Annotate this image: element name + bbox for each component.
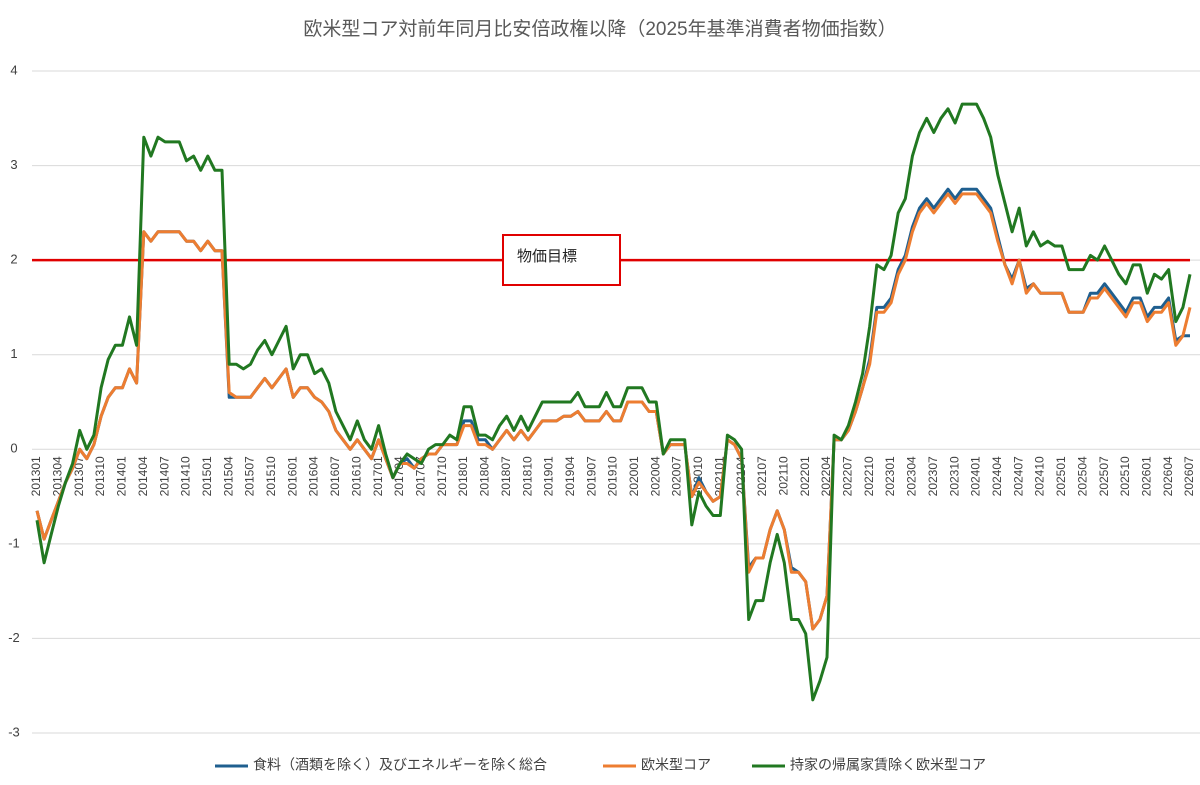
- x-tick-label: 201910: [606, 456, 620, 496]
- x-tick-label: 202510: [1118, 456, 1132, 496]
- x-tick-label: 201801: [456, 456, 470, 496]
- x-tick-label: 202304: [905, 456, 919, 496]
- x-tick-label: 202607: [1182, 456, 1196, 496]
- x-tick-label: 202001: [627, 456, 641, 496]
- x-tick-label: 202410: [1033, 456, 1047, 496]
- x-tick-label: 201710: [435, 456, 449, 496]
- x-tick-label: 201810: [520, 456, 534, 496]
- x-tick-label: 202201: [798, 456, 812, 496]
- x-tick-label: 202310: [947, 456, 961, 496]
- y-tick-label: 3: [10, 157, 17, 172]
- y-tick-label: 0: [10, 441, 17, 456]
- x-tick-label: 201604: [307, 456, 321, 496]
- x-tick-label: 201610: [349, 456, 363, 496]
- series-line: [35, 192, 1192, 631]
- x-tick-label: 202004: [648, 456, 662, 496]
- x-tick-label: 201904: [563, 456, 577, 496]
- y-tick-label: 4: [10, 62, 17, 77]
- legend-label: 持家の帰属家賃除く欧米型コア: [790, 757, 986, 773]
- x-tick-label: 201410: [179, 456, 193, 496]
- x-tick-label: 201304: [51, 456, 65, 496]
- x-tick-label: 201401: [115, 456, 129, 496]
- x-tick-label: 201407: [157, 456, 171, 496]
- y-tick-label: -1: [8, 535, 20, 550]
- x-tick-label: 201501: [200, 456, 214, 496]
- series-line: [35, 102, 1192, 702]
- x-tick-label: 201907: [584, 456, 598, 496]
- x-tick-label: 202107: [755, 456, 769, 496]
- x-tick-label: 202210: [862, 456, 876, 496]
- x-tick-label: 201901: [542, 456, 556, 496]
- chart-title: 欧米型コア対前年同月比安倍政権以降（2025年基準消費者物価指数）: [303, 18, 896, 40]
- x-tick-label: 201601: [285, 456, 299, 496]
- x-tick-label: 201510: [264, 456, 278, 496]
- x-tick-label: 202404: [990, 456, 1004, 496]
- target-box: [502, 234, 621, 286]
- x-tick-label: 202007: [670, 456, 684, 496]
- x-tick-label: 202110: [776, 456, 790, 495]
- x-tick-label: 201507: [243, 456, 257, 496]
- x-tick-label: 202504: [1075, 456, 1089, 496]
- legend-label: 食料（酒類を除く）及びエネルギーを除く総合: [253, 757, 547, 773]
- x-tick-label: 201310: [93, 456, 107, 496]
- x-tick-label: 201807: [499, 456, 513, 496]
- x-tick-label: 201504: [221, 456, 235, 496]
- x-tick-label: 201307: [72, 456, 86, 496]
- x-tick-label: 202604: [1161, 456, 1175, 496]
- y-tick-label: 1: [10, 346, 17, 361]
- x-tick-label: 201607: [328, 456, 342, 496]
- x-tick-label: 202204: [819, 456, 833, 496]
- x-tick-label: 202301: [883, 456, 897, 496]
- y-tick-label: -2: [8, 630, 20, 645]
- x-tick-label: 201704: [392, 456, 406, 496]
- x-tick-label: 202401: [969, 456, 983, 496]
- x-tick-label: 202307: [926, 456, 940, 496]
- x-tick-label: 201701: [371, 456, 385, 496]
- legend-label: 欧米型コア: [641, 757, 711, 773]
- x-tick-label: 201804: [478, 456, 492, 496]
- y-tick-label: 2: [10, 252, 17, 267]
- x-tick-label: 202501: [1054, 456, 1068, 496]
- x-tick-label: 202601: [1139, 456, 1153, 496]
- y-tick-label: -3: [8, 724, 20, 739]
- x-tick-label: 201301: [29, 456, 43, 496]
- target-label: 物価目標: [517, 248, 577, 265]
- x-tick-label: 201404: [136, 456, 150, 496]
- x-tick-label: 202507: [1097, 456, 1111, 496]
- x-tick-label: 202407: [1011, 456, 1025, 496]
- x-tick-label: 202207: [841, 456, 855, 496]
